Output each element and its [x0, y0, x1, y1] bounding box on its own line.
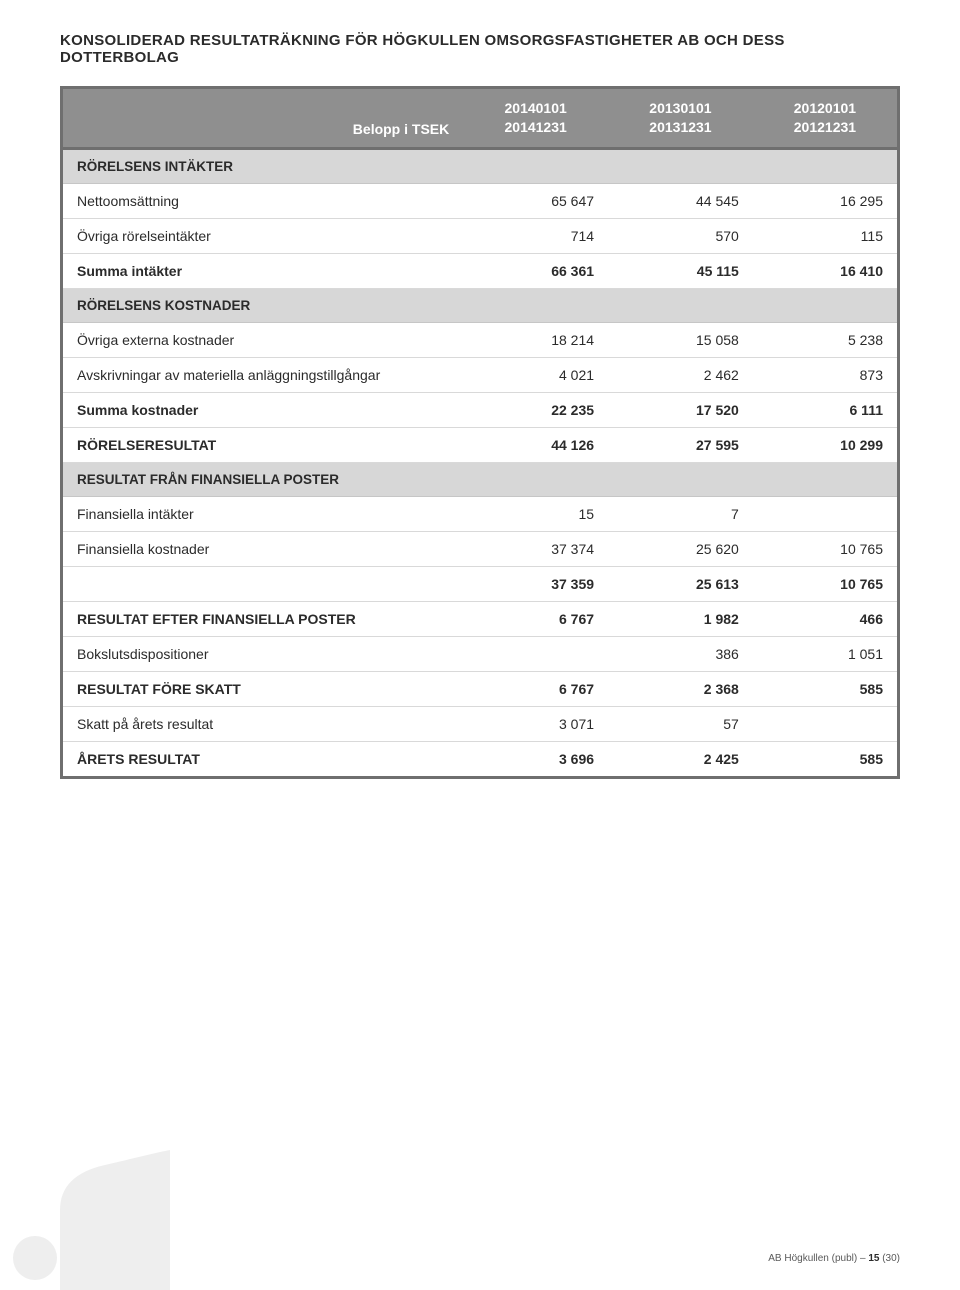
row-label: Bokslutsdispositioner [62, 636, 464, 671]
row-label: Finansiella intäkter [62, 496, 464, 531]
header-belopp-label: Belopp i TSEK [62, 88, 464, 149]
table-row: 37 35925 61310 765 [62, 566, 899, 601]
row-value-c2: 27 595 [608, 427, 753, 462]
row-label [62, 566, 464, 601]
row-value-c1: 37 359 [463, 566, 608, 601]
row-label: Avskrivningar av materiella anläggningst… [62, 357, 464, 392]
row-value-c1: 3 696 [463, 741, 608, 777]
row-value-c1: 3 071 [463, 706, 608, 741]
row-value-c3: 10 765 [753, 566, 899, 601]
row-value-c2: 7 [608, 496, 753, 531]
row-value-c3: 6 111 [753, 392, 899, 427]
row-value-c3 [753, 496, 899, 531]
section-label: RÖRELSENS KOSTNADER [62, 288, 899, 322]
row-value-c3: 5 238 [753, 322, 899, 357]
row-label: Summa kostnader [62, 392, 464, 427]
row-value-c1: 6 767 [463, 601, 608, 636]
row-value-c1: 714 [463, 218, 608, 253]
row-value-c1: 15 [463, 496, 608, 531]
income-statement-table: Belopp i TSEK201401012014123120130101201… [60, 86, 900, 779]
row-label: Nettoomsättning [62, 183, 464, 218]
table-row: Bokslutsdispositioner 3861 051 [62, 636, 899, 671]
footer-company: AB Högkullen (publ) [768, 1253, 857, 1264]
row-value-c2: 15 058 [608, 322, 753, 357]
table-row: Avskrivningar av materiella anläggningst… [62, 357, 899, 392]
table-row: Skatt på årets resultat3 07157 [62, 706, 899, 741]
row-value-c2: 1 982 [608, 601, 753, 636]
row-label: RESULTAT EFTER FINANSIELLA POSTER [62, 601, 464, 636]
table-row: RESULTAT EFTER FINANSIELLA POSTER6 7671 … [62, 601, 899, 636]
table-row: Finansiella kostnader37 37425 62010 765 [62, 531, 899, 566]
table-row: Övriga rörelseintäkter714570115 [62, 218, 899, 253]
row-value-c1: 4 021 [463, 357, 608, 392]
row-value-c3: 466 [753, 601, 899, 636]
section-label: RÖRELSENS INTÄKTER [62, 148, 899, 183]
header-period-1: 2014010120141231 [463, 88, 608, 149]
footer-total: (30) [879, 1253, 900, 1264]
row-value-c2: 2 462 [608, 357, 753, 392]
footer-page: 15 [868, 1253, 879, 1264]
table-row: RÖRELSERESULTAT44 12627 59510 299 [62, 427, 899, 462]
row-label: Skatt på årets resultat [62, 706, 464, 741]
row-value-c1: 6 767 [463, 671, 608, 706]
table-row: RESULTAT FÖRE SKATT6 7672 368585 [62, 671, 899, 706]
table-row: ÅRETS RESULTAT3 6962 425585 [62, 741, 899, 777]
table-row: Summa kostnader22 23517 5206 111 [62, 392, 899, 427]
header-period-3: 2012010120121231 [753, 88, 899, 149]
row-label: RÖRELSERESULTAT [62, 427, 464, 462]
row-value-c2: 570 [608, 218, 753, 253]
table-row: Summa intäkter66 36145 11516 410 [62, 253, 899, 288]
row-label: Övriga rörelseintäkter [62, 218, 464, 253]
row-label: Övriga externa kostnader [62, 322, 464, 357]
row-value-c3: 585 [753, 671, 899, 706]
row-value-c2: 2 368 [608, 671, 753, 706]
row-value-c3 [753, 706, 899, 741]
row-value-c2: 17 520 [608, 392, 753, 427]
row-value-c3: 16 295 [753, 183, 899, 218]
row-value-c3: 10 299 [753, 427, 899, 462]
row-value-c2: 44 545 [608, 183, 753, 218]
header-period-2: 2013010120131231 [608, 88, 753, 149]
row-value-c2: 25 613 [608, 566, 753, 601]
row-value-c3: 873 [753, 357, 899, 392]
table-row: RÖRELSENS INTÄKTER [62, 148, 899, 183]
logo-watermark [0, 1130, 170, 1290]
row-label: Finansiella kostnader [62, 531, 464, 566]
row-value-c1: 66 361 [463, 253, 608, 288]
row-value-c3: 16 410 [753, 253, 899, 288]
page-title: KONSOLIDERAD RESULTATRÄKNING FÖR HÖGKULL… [60, 32, 900, 66]
table-header-row: Belopp i TSEK201401012014123120130101201… [62, 88, 899, 149]
table-row: Övriga externa kostnader18 21415 0585 23… [62, 322, 899, 357]
table-row: Finansiella intäkter157 [62, 496, 899, 531]
row-value-c3: 585 [753, 741, 899, 777]
row-label: ÅRETS RESULTAT [62, 741, 464, 777]
row-value-c1: 18 214 [463, 322, 608, 357]
row-value-c2: 57 [608, 706, 753, 741]
row-value-c1: 37 374 [463, 531, 608, 566]
section-label: RESULTAT FRÅN FINANSIELLA POSTER [62, 462, 899, 496]
footer-sep: – [857, 1253, 868, 1264]
table-row: Nettoomsättning65 64744 54516 295 [62, 183, 899, 218]
page-footer: AB Högkullen (publ) – 15 (30) [768, 1253, 900, 1264]
row-value-c3: 1 051 [753, 636, 899, 671]
table-row: RÖRELSENS KOSTNADER [62, 288, 899, 322]
row-value-c1: 22 235 [463, 392, 608, 427]
row-value-c2: 2 425 [608, 741, 753, 777]
row-value-c1 [463, 636, 608, 671]
row-value-c2: 25 620 [608, 531, 753, 566]
row-value-c2: 386 [608, 636, 753, 671]
row-value-c2: 45 115 [608, 253, 753, 288]
row-value-c1: 44 126 [463, 427, 608, 462]
row-label: RESULTAT FÖRE SKATT [62, 671, 464, 706]
table-row: RESULTAT FRÅN FINANSIELLA POSTER [62, 462, 899, 496]
row-value-c3: 10 765 [753, 531, 899, 566]
row-value-c3: 115 [753, 218, 899, 253]
row-value-c1: 65 647 [463, 183, 608, 218]
row-label: Summa intäkter [62, 253, 464, 288]
